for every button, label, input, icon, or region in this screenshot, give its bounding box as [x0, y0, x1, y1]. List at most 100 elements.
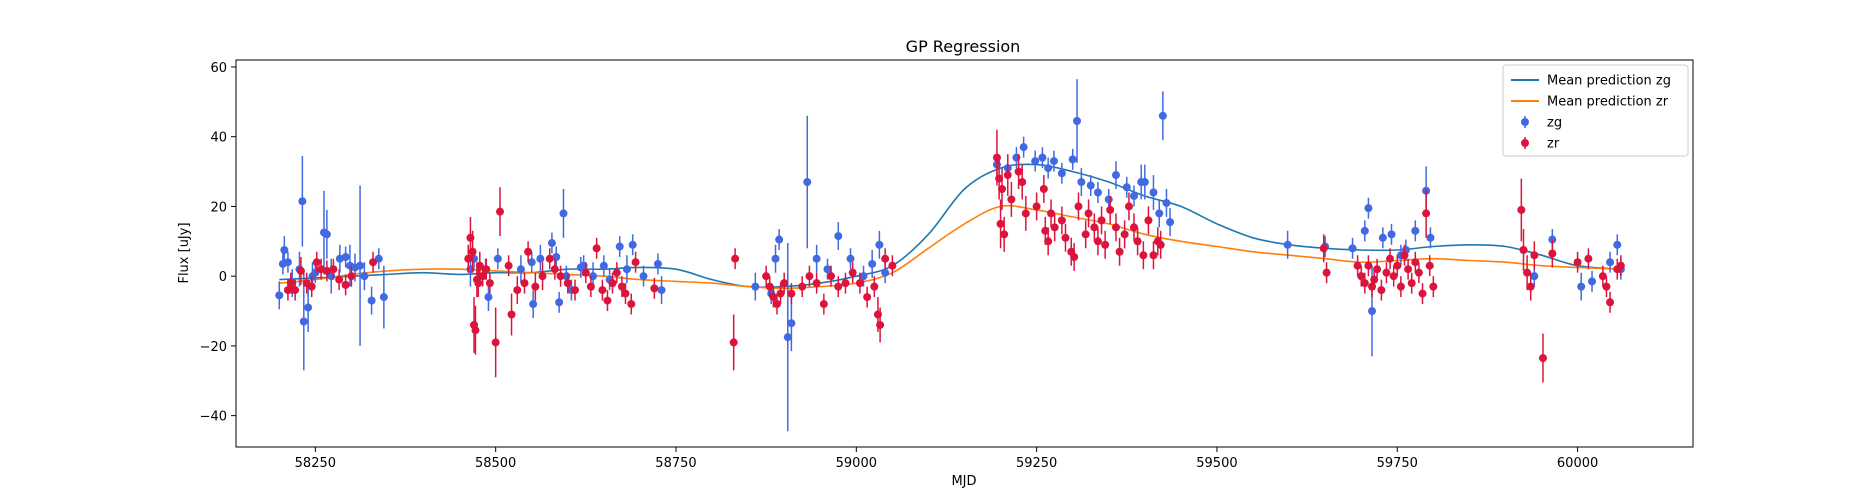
data-point: [474, 279, 483, 288]
data-point: [819, 300, 828, 309]
data-point: [1386, 254, 1395, 263]
y-axis: −40 −20 0 20 40 60: [200, 61, 236, 425]
data-point: [863, 293, 872, 302]
data-point: [1426, 233, 1435, 242]
data-point: [868, 259, 877, 268]
data-point: [1081, 230, 1090, 239]
data-point: [1577, 282, 1586, 291]
data-point: [559, 209, 568, 218]
x-axis-label: MJD: [951, 474, 976, 489]
data-point: [507, 310, 516, 319]
data-point: [599, 261, 608, 270]
data-point: [1057, 169, 1066, 178]
data-point: [1353, 261, 1362, 270]
data-point: [571, 286, 580, 295]
data-point: [307, 282, 316, 291]
data-point: [771, 254, 780, 263]
data-point: [280, 246, 289, 255]
x-tick-label: 59500: [1196, 456, 1237, 471]
data-point: [1049, 157, 1058, 166]
data-point: [586, 282, 595, 291]
legend-entry: zg: [1521, 116, 1562, 131]
data-point: [1149, 251, 1158, 260]
y-tick-label: 0: [219, 270, 227, 285]
data-point: [870, 282, 879, 291]
data-point: [1613, 240, 1622, 249]
data-point: [1404, 265, 1413, 274]
data-point: [608, 279, 617, 288]
data-point: [1156, 240, 1165, 249]
data-point: [1144, 216, 1153, 225]
x-tick-label: 58750: [655, 456, 696, 471]
data-point: [493, 254, 502, 263]
data-point: [1530, 251, 1539, 260]
data-point: [1014, 167, 1023, 176]
data-point: [1357, 272, 1366, 281]
data-point: [545, 254, 554, 263]
data-point: [1360, 279, 1369, 288]
data-point: [304, 303, 313, 312]
chart-title: GP Regression: [906, 37, 1021, 56]
data-point: [1422, 209, 1431, 218]
data-points: [275, 79, 1625, 432]
data-point: [513, 286, 522, 295]
data-point: [1414, 268, 1423, 277]
data-point: [538, 272, 547, 281]
data-point: [888, 261, 897, 270]
data-point: [369, 258, 378, 267]
data-point: [1519, 246, 1528, 255]
data-point: [1038, 153, 1047, 162]
data-point: [1158, 111, 1167, 120]
data-point: [1021, 209, 1030, 218]
data-point: [1130, 191, 1139, 200]
data-point: [298, 197, 307, 206]
data-point: [296, 266, 305, 275]
data-point: [1606, 298, 1615, 307]
y-tick-label: 60: [210, 61, 227, 76]
data-point: [556, 272, 565, 281]
data-point: [516, 265, 525, 274]
data-point: [751, 282, 760, 291]
data-point: [996, 219, 1005, 228]
data-point: [765, 282, 774, 291]
data-point: [1411, 226, 1420, 235]
data-point: [527, 258, 536, 267]
data-point: [1407, 279, 1416, 288]
legend-entry: Mean prediction zg: [1511, 74, 1671, 89]
data-point: [478, 272, 487, 281]
data-point: [1368, 307, 1377, 316]
data-point: [1598, 272, 1607, 281]
data-point: [1322, 268, 1331, 277]
data-point: [1019, 143, 1028, 152]
data-point: [1283, 240, 1292, 249]
y-axis-label: Flux [uJy]: [177, 222, 192, 283]
data-point: [495, 207, 504, 216]
data-point: [1548, 249, 1557, 258]
data-point: [776, 289, 785, 298]
data-point: [1124, 202, 1133, 211]
data-point: [1162, 198, 1171, 207]
y-tick-label: 40: [210, 131, 227, 146]
data-point: [1373, 265, 1382, 274]
data-point: [1389, 272, 1398, 281]
data-point: [347, 272, 356, 281]
data-point: [1139, 251, 1148, 260]
data-point: [524, 247, 533, 256]
data-point: [283, 286, 292, 295]
data-point: [775, 235, 784, 244]
x-tick-label: 58500: [475, 456, 516, 471]
data-point: [855, 279, 864, 288]
x-tick-label: 59750: [1377, 456, 1418, 471]
data-point: [1057, 216, 1066, 225]
data-point: [341, 252, 350, 261]
data-point: [729, 338, 738, 347]
data-point: [1101, 240, 1110, 249]
data-point: [998, 185, 1007, 193]
y-tick-label: −20: [200, 340, 227, 355]
data-point: [615, 242, 624, 251]
data-point: [329, 265, 338, 274]
data-point: [1070, 252, 1079, 261]
data-point: [657, 286, 666, 295]
data-point: [335, 275, 344, 284]
